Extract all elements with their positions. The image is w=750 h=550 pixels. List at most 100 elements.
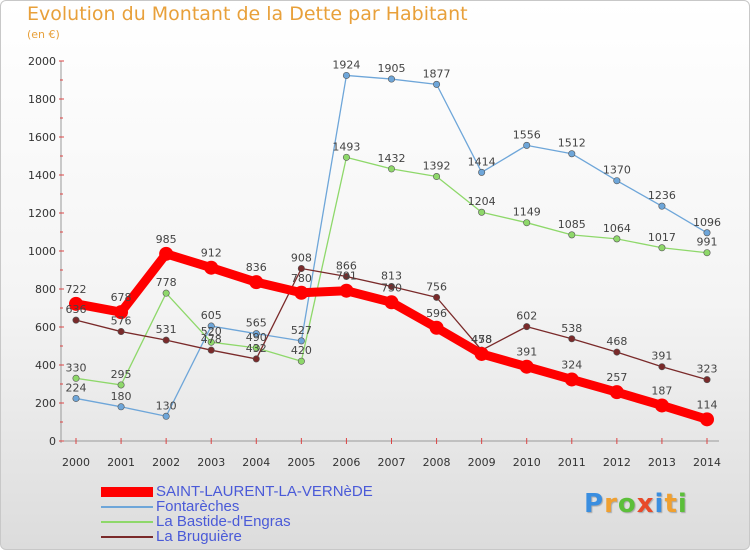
data-point (117, 381, 125, 389)
data-point (204, 260, 219, 275)
data-label: 478 (471, 333, 492, 346)
series-line-1 (75, 74, 708, 417)
data-point (72, 374, 80, 382)
data-label: 295 (111, 368, 132, 381)
data-point (339, 283, 354, 298)
data-label: 1017 (648, 231, 676, 244)
data-label: 1924 (332, 58, 360, 71)
data-label: 756 (426, 280, 447, 293)
data-label: 780 (291, 272, 312, 285)
proxiti-logo: Proxiti (584, 489, 688, 519)
data-label: 576 (111, 315, 132, 328)
data-point (474, 346, 489, 361)
legend-label: La Bruguière (156, 528, 242, 545)
chart-subtitle: (en €) (27, 28, 60, 41)
data-label: 224 (66, 381, 87, 394)
data-label: 813 (381, 270, 402, 283)
data-point (342, 153, 350, 161)
x-tick-label: 2004 (242, 456, 270, 469)
data-point (523, 323, 531, 331)
data-point (117, 403, 125, 411)
x-tick-label: 2001 (107, 456, 135, 469)
chart-title: Evolution du Montant de la Dette par Hab… (27, 3, 468, 25)
logo-letter: o (617, 489, 637, 519)
data-label: 1877 (423, 67, 451, 80)
legend-label: Fontarèches (156, 498, 240, 515)
data-label: 1512 (558, 137, 586, 150)
x-tick-label: 2007 (378, 456, 406, 469)
y-tick-label: 1600 (28, 131, 56, 144)
data-point (207, 338, 215, 346)
axes: 0 200 400 600 800 1000 1200 1400 1600 1800 2000 200… (28, 55, 721, 469)
data-label: 678 (111, 291, 132, 304)
legend-swatch (101, 536, 153, 538)
data-label: 432 (246, 342, 267, 355)
data-label: 1096 (693, 216, 721, 229)
data-label: 730 (381, 281, 402, 294)
data-point (117, 328, 125, 336)
data-label: 602 (516, 310, 537, 323)
data-point (69, 296, 83, 311)
data-label: 908 (291, 251, 312, 264)
data-label: 490 (246, 331, 267, 344)
data-point (703, 376, 711, 384)
data-label: 458 (471, 333, 492, 346)
x-tick-label: 2012 (603, 456, 631, 469)
x-tick-label: 2006 (332, 456, 360, 469)
data-point (568, 150, 576, 158)
y-tick-label: 1400 (28, 169, 56, 182)
data-point (162, 412, 170, 420)
data-point (252, 355, 260, 363)
data-label: 596 (426, 307, 447, 320)
data-point (297, 264, 305, 272)
data-point (613, 177, 621, 185)
x-tick-label: 2013 (648, 456, 676, 469)
data-label: 1064 (603, 222, 631, 235)
data-label: 1204 (468, 195, 496, 208)
x-tick-label: 2008 (423, 456, 451, 469)
logo-letter: t (664, 489, 678, 519)
data-label: 866 (336, 259, 357, 272)
logo-letter: i (654, 489, 665, 519)
legend-swatch (101, 487, 153, 497)
data-label: 391 (516, 346, 537, 359)
data-point (384, 295, 399, 310)
data-point (613, 235, 621, 243)
x-tick-label: 2011 (558, 456, 586, 469)
y-tick-label: 800 (35, 283, 56, 296)
data-label: 468 (606, 335, 627, 348)
data-point (207, 346, 215, 354)
data-label: 605 (201, 309, 222, 322)
data-point (159, 246, 174, 261)
data-point (568, 335, 576, 343)
data-label: 722 (66, 283, 87, 296)
x-tick-label: 2005 (287, 456, 315, 469)
y-tick-label: 2000 (28, 55, 56, 68)
data-point (387, 75, 395, 83)
data-point (249, 275, 264, 290)
data-label: 520 (201, 325, 222, 338)
data-label: 420 (291, 344, 312, 357)
data-point (72, 316, 80, 324)
data-point (387, 283, 395, 291)
data-point (252, 344, 260, 352)
x-tick-label: 2014 (693, 456, 721, 469)
data-label: 1370 (603, 164, 631, 177)
x-tick-label: 2000 (62, 456, 90, 469)
data-label: 985 (156, 233, 177, 246)
x-tick-label: 2003 (197, 456, 225, 469)
data-point (433, 293, 441, 301)
x-tick-label: 2009 (468, 456, 496, 469)
data-point (433, 173, 441, 181)
data-label: 531 (156, 323, 177, 336)
data-point (252, 330, 260, 338)
data-label: 1556 (513, 128, 541, 141)
data-label: 1905 (378, 62, 406, 75)
logo-letter: i (677, 489, 688, 519)
data-point (207, 322, 215, 330)
y-tick-label: 200 (35, 397, 56, 410)
data-label: 324 (561, 358, 582, 371)
data-point (613, 348, 621, 356)
